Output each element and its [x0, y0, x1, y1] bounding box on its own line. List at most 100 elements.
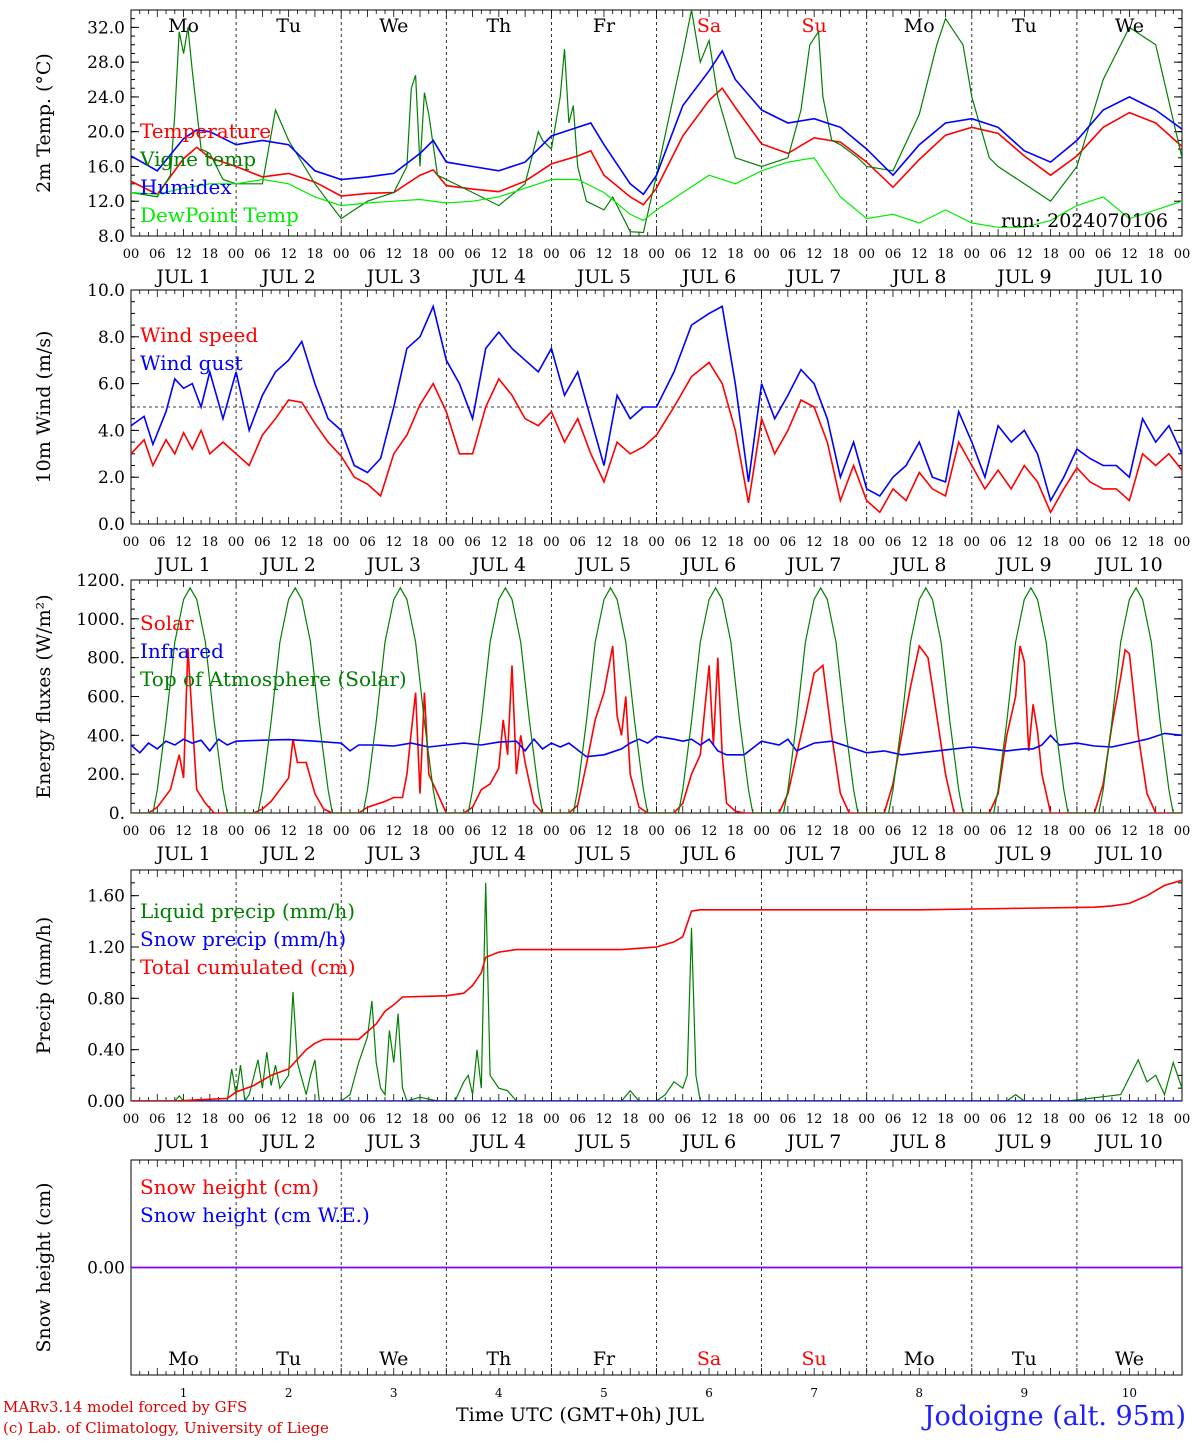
weekday-label: Tu: [1012, 1348, 1037, 1370]
date-label: JUL 2: [259, 554, 315, 576]
date-label: JUL 6: [680, 266, 736, 288]
weekday-label: Mo: [168, 15, 199, 37]
hour-tick-label: 18: [307, 535, 324, 550]
series-line-4: [131, 157, 1182, 228]
hour-tick-label: 18: [727, 824, 744, 839]
hour-tick-label: 00: [858, 535, 875, 550]
weekday-label: Su: [802, 1348, 827, 1370]
hour-tick-label: 18: [1042, 824, 1059, 839]
hour-tick-label: 06: [780, 247, 797, 262]
hour-tick-label: 00: [648, 824, 665, 839]
panel-2: 0.0 2.0 4.0 6.0 8.0 10.0 10m Wind (m/s) Wind sp…: [33, 281, 1190, 576]
hour-tick-label: 12: [911, 247, 928, 262]
weekday-label: Fr: [593, 1348, 616, 1370]
hour-tick-label: 06: [990, 1112, 1007, 1127]
hour-tick-label: 12: [280, 824, 297, 839]
hour-tick-label: 12: [385, 535, 402, 550]
weekday-label: Fr: [593, 15, 616, 37]
hour-tick-label: 18: [412, 1112, 429, 1127]
hour-tick-label: 06: [885, 247, 902, 262]
hour-tick-label: 00: [1174, 1112, 1191, 1127]
hour-tick-label: 18: [622, 824, 639, 839]
hour-tick-label: 06: [990, 824, 1007, 839]
hour-tick-label: 00: [123, 1112, 140, 1127]
date-label: JUL 5: [575, 554, 631, 576]
hour-tick-label: 18: [202, 247, 219, 262]
y-tick-label: 28.0: [87, 53, 125, 73]
date-label: JUL 8: [890, 554, 946, 576]
hour-tick-label: 18: [832, 535, 849, 550]
date-label: JUL 3: [365, 266, 421, 288]
y-tick-label: 24.0: [87, 88, 125, 108]
hour-tick-label: 00: [123, 247, 140, 262]
hour-tick-label: 12: [385, 247, 402, 262]
hour-tick-label: 18: [517, 1112, 534, 1127]
hour-tick-label: 06: [359, 824, 376, 839]
hour-tick-label: 06: [254, 247, 271, 262]
hour-tick-label: 12: [491, 1112, 508, 1127]
hour-tick-label: 12: [1016, 535, 1033, 550]
y-tick-label: 8.0: [98, 227, 125, 247]
y-axis-label: Precip (mm/h): [33, 917, 55, 1055]
hour-tick-label: 06: [990, 247, 1007, 262]
date-label: JUL 4: [470, 554, 526, 576]
hour-tick-label: 18: [517, 824, 534, 839]
hour-tick-label: 06: [254, 1112, 271, 1127]
hour-tick-label: 12: [596, 1112, 613, 1127]
weekday-label: We: [1115, 1348, 1144, 1370]
legend-entry: Top of Atmosphere (Solar): [140, 667, 407, 691]
series-line-1: [131, 882, 1182, 1101]
hour-tick-label: 00: [648, 247, 665, 262]
hour-tick-label: 00: [1069, 535, 1086, 550]
hour-tick-label: 18: [1042, 1112, 1059, 1127]
date-label: JUL 5: [575, 1131, 631, 1153]
hour-tick-label: 12: [280, 535, 297, 550]
weekday-label: We: [1115, 15, 1144, 37]
legend-entry: Infrared: [140, 639, 224, 663]
hour-tick-label: 00: [1069, 824, 1086, 839]
hour-tick-label: 06: [359, 535, 376, 550]
hour-tick-label: 12: [280, 247, 297, 262]
hour-tick-label: 00: [543, 535, 560, 550]
hour-tick-label: 00: [333, 824, 350, 839]
hour-tick-label: 06: [464, 824, 481, 839]
y-axis-label: 10m Wind (m/s): [33, 331, 55, 484]
hour-tick-label: 12: [911, 1112, 928, 1127]
legend-entry: Liquid precip (mm/h): [140, 899, 355, 923]
hour-tick-label: 00: [228, 535, 245, 550]
hour-tick-label: 00: [858, 1112, 875, 1127]
hour-tick-label: 18: [202, 535, 219, 550]
hour-tick-label: 18: [202, 824, 219, 839]
hour-tick-label: 00: [1069, 1112, 1086, 1127]
legend-entry: Snow precip (mm/h): [140, 927, 346, 951]
hour-tick-label: 06: [990, 535, 1007, 550]
run-annotation: run: 2024070106: [1001, 210, 1168, 232]
series-group: [131, 10, 1182, 234]
y-tick-label: 2.0: [98, 468, 125, 488]
y-tick-label: 16.0: [87, 157, 125, 177]
date-label: JUL 10: [1094, 843, 1162, 865]
weekday-label: We: [379, 1348, 408, 1370]
series-line-3: [131, 49, 1182, 196]
series-line-3: [131, 879, 1182, 1101]
hour-tick-label: 00: [123, 824, 140, 839]
day-number-label: 6: [705, 1386, 713, 1400]
hour-tick-label: 18: [727, 535, 744, 550]
y-tick-label: 1.60: [87, 887, 125, 907]
hour-tick-label: 06: [359, 1112, 376, 1127]
hour-tick-label: 12: [175, 247, 192, 262]
hour-tick-label: 00: [648, 1112, 665, 1127]
hour-tick-label: 06: [149, 824, 166, 839]
hour-tick-label: 06: [569, 247, 586, 262]
day-number-label: 10: [1122, 1386, 1137, 1400]
hour-tick-label: 06: [1095, 535, 1112, 550]
hour-tick-label: 00: [543, 824, 560, 839]
hour-tick-label: 06: [780, 1112, 797, 1127]
hour-tick-label: 00: [333, 247, 350, 262]
date-label: JUL 1: [154, 843, 210, 865]
hour-tick-label: 12: [385, 824, 402, 839]
hour-tick-label: 06: [1095, 247, 1112, 262]
weekday-label: We: [379, 15, 408, 37]
hour-tick-label: 18: [622, 247, 639, 262]
hour-tick-label: 00: [648, 535, 665, 550]
